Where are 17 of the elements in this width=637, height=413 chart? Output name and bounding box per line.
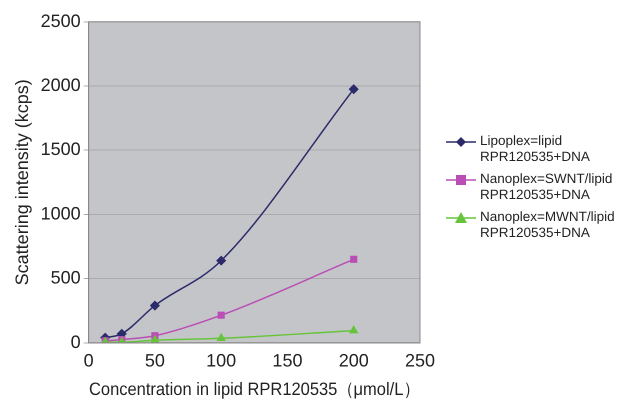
y-tick-label: 500 [50,268,81,288]
x-axis-title: Concentration in lipid RPR120535（μmol/L） [89,378,420,400]
legend-label: Nanoplex=SWNT/lipid RPR120535+DNA [480,171,614,203]
y-tick-label: 2500 [40,10,81,31]
x-tick-label: 250 [404,350,436,371]
y-tick-label: 1000 [40,203,81,224]
x-tick-label: 200 [338,350,369,371]
y-tick-label: 2000 [40,74,81,95]
x-tick-label: 150 [272,350,302,371]
y-tick-label: 1500 [40,139,81,160]
x-tick-label: 100 [206,350,236,371]
y-tick-label: 0 [70,332,81,352]
legend-label: Lipoplex=lipid RPR120535+DNA [480,133,591,165]
x-tick-label: 50 [144,350,165,371]
y-axis-title: Scattering intensity (kcps) [12,79,32,286]
legend-label: Nanoplex=MWNT/lipid RPR120535+DNA [480,209,616,241]
x-tick-label: 0 [84,350,94,371]
